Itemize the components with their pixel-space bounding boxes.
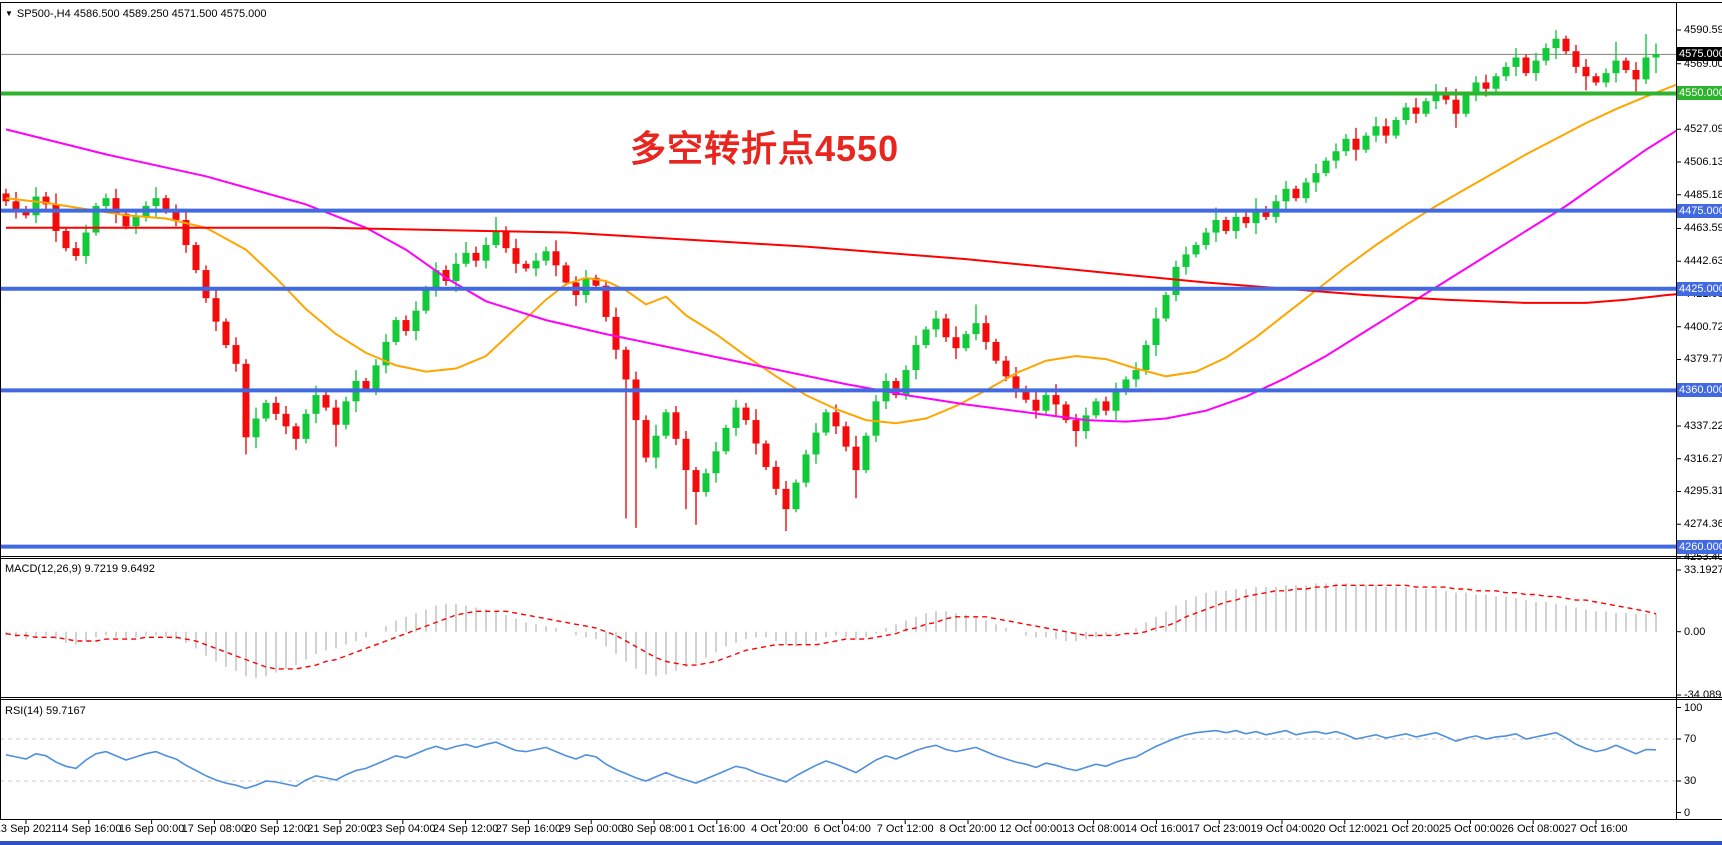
rsi-tick-label: 70: [1684, 733, 1697, 745]
time-axis-label: 29 Sep 00:00: [558, 823, 624, 835]
time-axis-label: 1 Oct 16:00: [688, 823, 746, 835]
price-tick-label: 4590.590: [1684, 24, 1722, 36]
ma-mid-magenta: [5, 128, 1676, 423]
price-marker-4360: 4360.000: [1677, 383, 1722, 398]
price-tick-label: 4337.225: [1684, 419, 1722, 432]
time-axis-label: 23 Sep 04:00: [370, 823, 436, 835]
time-axis-label: 27 Oct 16:00: [1564, 823, 1628, 835]
ma-fast-orange: [5, 83, 1676, 425]
macd-tick-label: 0.00: [1684, 625, 1706, 638]
time-axis-label: 13 Sep 2021: [0, 823, 58, 835]
time-axis-label: 25 Oct 00:00: [1438, 823, 1502, 835]
time-axis-label: 12 Oct 00:00: [999, 823, 1063, 835]
time-axis-label: 7 Oct 12:00: [876, 823, 934, 835]
price-marker-4475: 4475.000: [1677, 203, 1722, 218]
time-axis-label: 24 Sep 12:00: [432, 823, 499, 835]
macd-tick-label: 33.1927: [1684, 564, 1722, 577]
time-axis-label: 13 Oct 08:00: [1062, 823, 1126, 835]
time-axis-label: 17 Oct 23:00: [1187, 823, 1251, 835]
price-tick-label: 4379.770: [1684, 353, 1722, 366]
price-tick-label: 4506.135: [1684, 155, 1722, 168]
time-axis-label: 14 Oct 16:00: [1124, 823, 1188, 835]
time-axis-label: 26 Oct 08:00: [1501, 823, 1565, 835]
rsi-indicator-label: RSI(14) 59.7167: [5, 705, 86, 717]
price-tick-label: 4485.180: [1684, 188, 1722, 201]
price-tick-label: 4274.360: [1684, 518, 1722, 531]
time-axis-label: 16 Sep 00:00: [118, 823, 185, 835]
rsi-line: [5, 729, 1657, 790]
time-axis-label: 21 Oct 20:00: [1376, 823, 1440, 835]
price-tick-label: 4295.315: [1684, 485, 1722, 498]
macd-signal-line: [5, 584, 1657, 670]
rsi-tick-label: 0: [1684, 806, 1691, 819]
price-tick-label: 4400.725: [1684, 320, 1722, 333]
macd-indicator-label: MACD(12,26,9) 9.7219 9.6492: [5, 563, 155, 575]
price-tick-label: 4316.270: [1684, 452, 1722, 465]
time-axis-label: 14 Sep 16:00: [56, 823, 122, 835]
time-axis-label: 20 Sep 12:00: [244, 823, 310, 835]
time-axis-label: 6 Oct 04:00: [813, 823, 871, 835]
time-axis-label: 27 Sep 16:00: [495, 823, 562, 835]
price-marker-4425: 4425.000: [1677, 281, 1722, 296]
annotation-text: 多空转折点4550: [630, 128, 900, 169]
time-axis-label: 19 Oct 04:00: [1250, 823, 1314, 835]
time-axis-label: 20 Oct 12:00: [1313, 823, 1377, 835]
time-axis-label: 21 Sep 20:00: [307, 823, 373, 835]
price-tick-label: 4463.590: [1684, 222, 1722, 235]
price-marker-4260: 4260.000: [1677, 539, 1722, 554]
symbol-dropdown-icon[interactable]: ▼: [5, 9, 13, 18]
time-axis-label: 4 Oct 20:00: [751, 823, 809, 835]
price-marker-4550: 4550.000: [1677, 86, 1722, 101]
price-marker-4575: 4575.000: [1677, 47, 1722, 62]
rsi-tick-label: 100: [1684, 701, 1703, 714]
rsi-tick-label: 30: [1684, 775, 1697, 787]
price-tick-label: 4253.405: [1684, 550, 1722, 563]
time-axis-label: 30 Sep 08:00: [621, 823, 687, 835]
window-bottom-edge: [0, 841, 1722, 845]
symbol-info: ▼ SP500-,H4 4586.500 4589.250 4571.500 45…: [5, 8, 266, 21]
time-axis-label: 8 Oct 20:00: [939, 823, 997, 835]
ma-slow-red: [6, 226, 1676, 304]
time-axis-label: 17 Sep 08:00: [181, 823, 248, 835]
price-tick-label: 4527.090: [1684, 123, 1722, 136]
price-tick-label: 4442.635: [1684, 255, 1722, 268]
symbol-ohlc-text: SP500-,H4 4586.500 4589.250 4571.500 457…: [16, 8, 267, 20]
